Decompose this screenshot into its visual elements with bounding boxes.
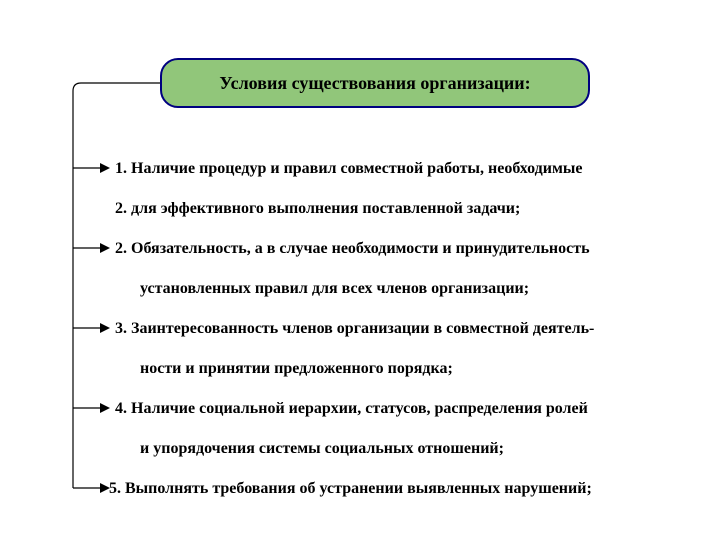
list-line-3: установленных правил для всех членов орг… <box>140 280 529 298</box>
list-line-text: 2. Обязательность, а в случае необходимо… <box>115 240 590 257</box>
list-line-text: ности и принятии предложенного порядка; <box>140 360 453 377</box>
list-line-text: 4. Наличие социальной иерархии, статусов… <box>115 400 588 417</box>
list-line-text: 1. Наличие процедур и правил совместной … <box>115 160 582 177</box>
list-line-text: 2. для эффективного выполнения поставлен… <box>115 200 520 217</box>
list-line-text: 5. Выполнять требования об устранении вы… <box>109 480 592 497</box>
title-text: Условия существования организации: <box>219 73 530 94</box>
list-line-5: ности и принятии предложенного порядка; <box>140 360 453 378</box>
list-line-1: 2. для эффективного выполнения поставлен… <box>115 200 520 218</box>
list-line-6: 4. Наличие социальной иерархии, статусов… <box>115 400 588 418</box>
list-line-2: 2. Обязательность, а в случае необходимо… <box>115 240 590 258</box>
list-line-text: и упорядочения системы социальных отноше… <box>140 440 504 457</box>
list-line-text: 3. Заинтересованность членов организации… <box>115 320 594 337</box>
list-line-4: 3. Заинтересованность членов организации… <box>115 320 594 338</box>
list-line-text: установленных правил для всех членов орг… <box>140 280 529 297</box>
list-line-8: 5. Выполнять требования об устранении вы… <box>109 480 592 498</box>
list-line-0: 1. Наличие процедур и правил совместной … <box>115 160 582 178</box>
title-box: Условия существования организации: <box>160 58 590 108</box>
list-line-7: и упорядочения системы социальных отноше… <box>140 440 504 458</box>
